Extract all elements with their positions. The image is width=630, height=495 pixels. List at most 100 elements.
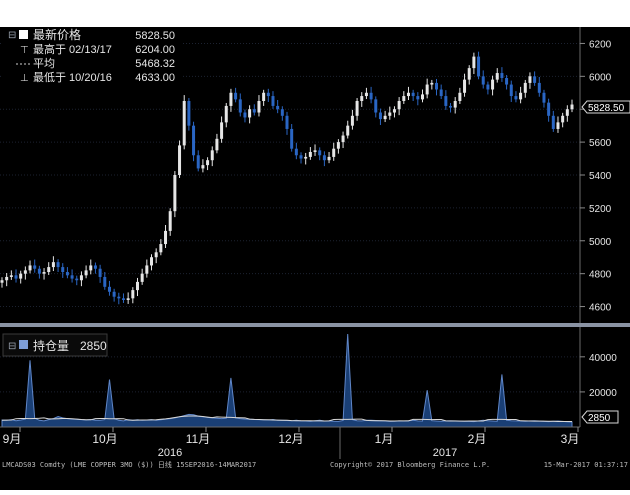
price-legend: ⊟ 最新价格 5828.50 ⊤ 最高于 02/13/17 6204.00 平均…	[2, 27, 182, 89]
candle	[565, 105, 569, 122]
candle-body	[570, 104, 574, 110]
candle-body	[420, 94, 424, 100]
candle	[383, 110, 387, 123]
candle-body	[383, 115, 387, 120]
candle-body	[542, 92, 546, 103]
candle-body	[224, 105, 228, 123]
candle	[215, 133, 219, 154]
candle	[37, 265, 41, 279]
candle-body	[234, 92, 238, 100]
candle	[224, 102, 228, 128]
candle-body	[220, 122, 224, 139]
candle-body	[327, 156, 331, 161]
candle	[453, 97, 457, 114]
footer-copyright: Copyright© 2017 Bloomberg Finance L.P.	[330, 461, 490, 469]
candle	[262, 89, 266, 106]
candle-body	[416, 96, 420, 100]
candle-body	[168, 211, 172, 231]
candle	[145, 259, 149, 278]
candle-body	[388, 112, 392, 116]
legend-toggle-icon[interactable]: ⊟	[8, 30, 16, 41]
candle-body	[280, 109, 284, 116]
candle-body	[215, 138, 219, 151]
candle	[551, 110, 555, 132]
candle-body	[196, 155, 200, 169]
candle	[299, 152, 303, 164]
candle	[467, 65, 471, 85]
candle	[107, 280, 111, 296]
candle	[154, 248, 158, 264]
candle	[472, 52, 476, 75]
candle-body	[364, 92, 368, 97]
footer-timestamp: 15-Mar-2017 01:37:17	[544, 461, 628, 469]
candle	[519, 86, 523, 104]
candle	[131, 287, 135, 304]
candle	[229, 88, 233, 112]
price-tick-label: 5600	[589, 138, 612, 149]
candle	[14, 269, 18, 283]
candle-body	[458, 92, 462, 101]
candle-body	[533, 76, 537, 83]
candle	[206, 157, 210, 171]
candle	[285, 111, 289, 135]
oi-legend-toggle-icon[interactable]: ⊟	[8, 341, 16, 352]
candle	[327, 151, 331, 164]
candle	[243, 109, 247, 123]
candle-body	[528, 76, 532, 83]
oi-last-tag-text: 2850	[588, 413, 611, 424]
candle	[121, 293, 125, 303]
candle-body	[201, 165, 205, 169]
candle-body	[257, 101, 261, 113]
last-price-tag-shape	[581, 100, 630, 114]
candle	[79, 271, 83, 287]
candle	[294, 142, 298, 160]
candle	[56, 259, 60, 273]
candle-body	[551, 115, 555, 129]
oi-legend-box	[2, 333, 108, 357]
candle-body	[308, 151, 312, 157]
candle	[117, 292, 121, 305]
candle-body	[467, 68, 471, 80]
candle-body	[500, 73, 504, 78]
candle	[159, 239, 163, 256]
candle	[537, 76, 541, 97]
candle	[248, 105, 252, 124]
candle	[570, 99, 574, 113]
candle-body	[505, 77, 509, 85]
candle	[201, 159, 205, 173]
month-tick-label: 12月	[278, 432, 303, 446]
candle	[322, 151, 326, 167]
low-marker-icon: ⊥	[20, 73, 29, 84]
oi-last-tag-shape	[581, 410, 619, 424]
candle-body	[486, 84, 490, 90]
candle	[439, 84, 443, 100]
candle-body	[14, 275, 18, 279]
legend-last-value: 5828.50	[135, 30, 175, 42]
candle-body	[360, 96, 364, 101]
oi-swatch	[19, 340, 28, 349]
candle	[523, 79, 527, 98]
panel-divider[interactable]	[0, 323, 630, 327]
candle	[290, 124, 294, 152]
candle-body	[285, 115, 289, 129]
candle	[378, 108, 382, 126]
candle-body	[453, 101, 457, 108]
month-tick-label: 2月	[468, 432, 487, 446]
last-price-swatch	[19, 30, 28, 39]
candle	[89, 259, 93, 275]
candle	[220, 116, 224, 143]
candle-body	[117, 296, 121, 299]
candle-body	[509, 84, 513, 97]
candle-body	[9, 275, 13, 277]
candle-body	[140, 273, 144, 282]
candle	[528, 72, 532, 89]
candle-body	[406, 92, 410, 97]
candle	[173, 171, 177, 218]
candle-body	[182, 101, 186, 146]
oi-legend: ⊟ 持仓量 2850	[2, 333, 108, 357]
candle-body	[547, 102, 551, 116]
candle-body	[150, 257, 154, 266]
candle-body	[556, 122, 560, 129]
candle-body	[477, 56, 481, 77]
candle	[355, 98, 359, 121]
